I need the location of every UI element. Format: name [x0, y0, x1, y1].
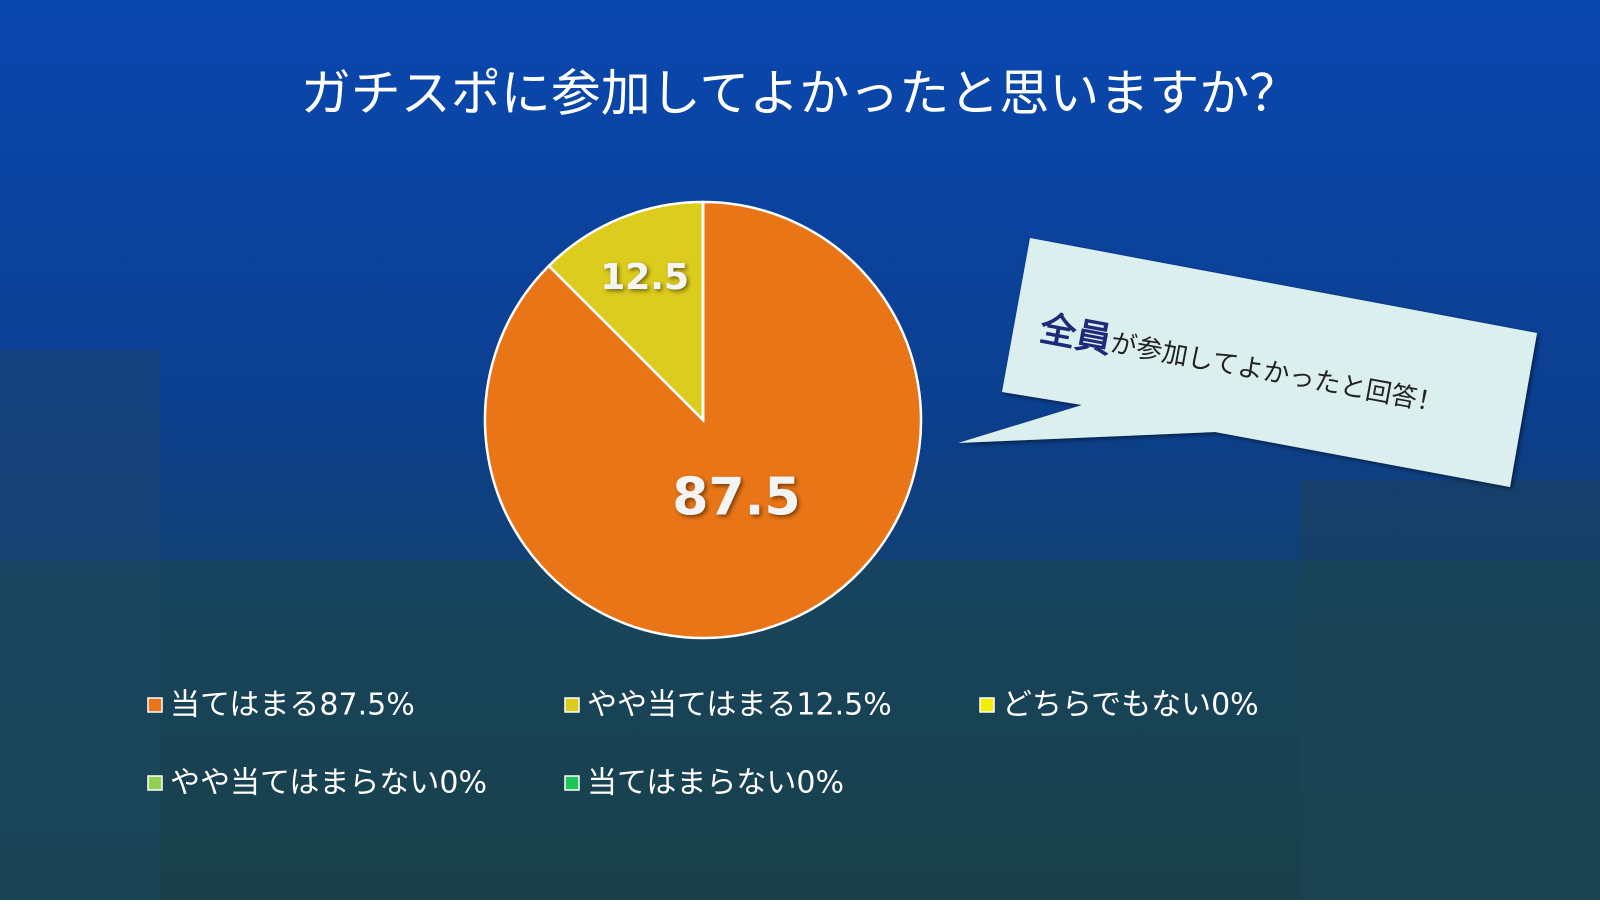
legend-label: どちらでもない0%	[1002, 688, 1259, 723]
chart-title: ガチスポに参加してよかったと思いますか？	[301, 65, 1300, 123]
legend-label: 当てはまらない0%	[587, 766, 844, 801]
pie: 87.5 12.5	[483, 200, 923, 640]
callout: 全員が参加してよかったと回答！	[958, 238, 1537, 487]
callout-box	[958, 238, 1537, 487]
legend-label: やや当てはまらない0%	[170, 766, 487, 801]
legend-swatch	[147, 697, 163, 713]
legend-label: やや当てはまる12.5%	[587, 688, 892, 723]
park	[0, 560, 1600, 900]
legend-swatch	[564, 775, 580, 791]
legend-swatch	[979, 697, 995, 713]
building	[0, 350, 160, 900]
data-label: 87.5	[672, 468, 800, 528]
pie-slice	[547, 200, 705, 424]
building	[1300, 480, 1600, 900]
legend-label: 当てはまる87.5%	[170, 688, 415, 723]
data-label: 12.5	[600, 257, 689, 298]
legend-swatch	[564, 697, 580, 713]
legend: 当てはまる87.5% やや当てはまる12.5% どちらでもない0% やや当てはまらない…	[147, 688, 1259, 801]
legend-swatch	[147, 775, 163, 791]
